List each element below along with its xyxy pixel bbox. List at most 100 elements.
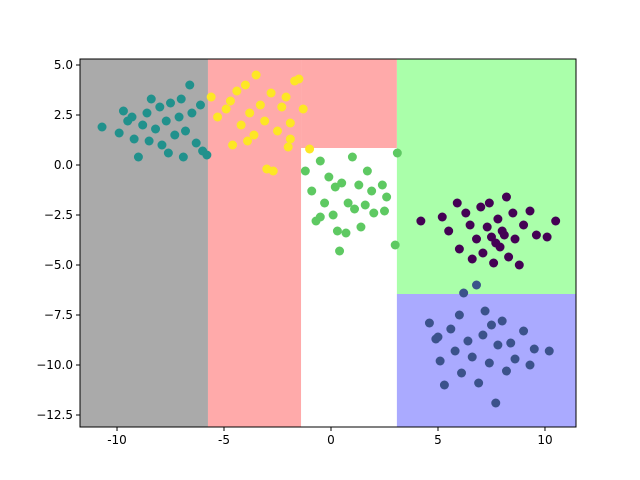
point [377,180,387,190]
point [298,104,308,114]
point [551,216,561,226]
point [236,120,246,130]
point [347,152,357,162]
point [166,98,176,108]
point [463,336,473,346]
x-tick-label: -5 [218,433,230,447]
y-tick-label: −10.0 [36,358,73,372]
point [225,96,235,106]
point [382,192,392,202]
point [324,172,334,182]
point [439,380,449,390]
point [228,140,238,150]
point [489,258,499,268]
point [510,354,520,364]
y-tick-label: −7.5 [44,308,73,322]
point [133,152,143,162]
point [360,200,370,210]
point [435,356,445,366]
point [544,346,554,356]
point [529,344,539,354]
point [307,186,317,196]
point [476,202,486,212]
point [195,100,205,110]
y-tick-label: −5.0 [44,258,73,272]
point [542,232,552,242]
point [144,136,154,146]
point [424,318,434,328]
x-tick-label: 0 [327,433,335,447]
point [510,234,520,244]
y-tick-label: 0.0 [54,158,73,172]
point [240,80,250,90]
point [369,208,379,218]
point [472,280,482,290]
point [202,150,212,160]
point [484,358,494,368]
point [499,230,509,240]
point [268,166,278,176]
point [285,134,295,144]
point [446,324,456,334]
point [356,222,366,232]
point [114,128,124,138]
point [343,198,353,208]
x-tick-label: 10 [537,433,552,447]
axes-frame [79,58,577,428]
point [491,398,501,408]
point [461,208,471,218]
point [508,208,518,218]
point [221,104,231,114]
point [127,112,137,122]
point [163,148,173,158]
point [367,186,377,196]
point [444,226,454,236]
point [330,182,340,192]
point [213,112,223,122]
point [519,326,529,336]
point [506,338,516,348]
point [501,192,511,202]
point [493,340,503,350]
point [467,352,477,362]
point [482,222,492,232]
point [255,100,265,110]
point [350,204,360,214]
point [392,148,402,158]
point [486,320,496,330]
point [206,92,216,102]
point [525,360,535,370]
point [249,130,259,140]
point [161,116,171,126]
point [232,86,242,96]
y-tick-label: −12.5 [36,408,73,422]
decision-region [396,59,576,294]
point [138,120,148,130]
point [142,108,152,118]
point [157,140,167,150]
point [97,122,107,132]
point [452,198,462,208]
point [191,138,201,148]
point [155,102,165,112]
point [245,108,255,118]
point [480,306,490,316]
point [277,102,287,112]
point [285,118,295,128]
point [354,180,364,190]
decision-region [80,59,208,427]
point [433,332,443,342]
point [129,134,139,144]
point [305,144,315,154]
point [362,166,372,176]
point [478,248,488,258]
point [390,240,400,250]
point [493,214,503,224]
point [450,346,460,356]
point [467,254,477,264]
point [251,70,261,80]
point [459,288,469,298]
point [491,238,501,248]
point [519,220,529,230]
y-tick-label: −2.5 [44,208,73,222]
